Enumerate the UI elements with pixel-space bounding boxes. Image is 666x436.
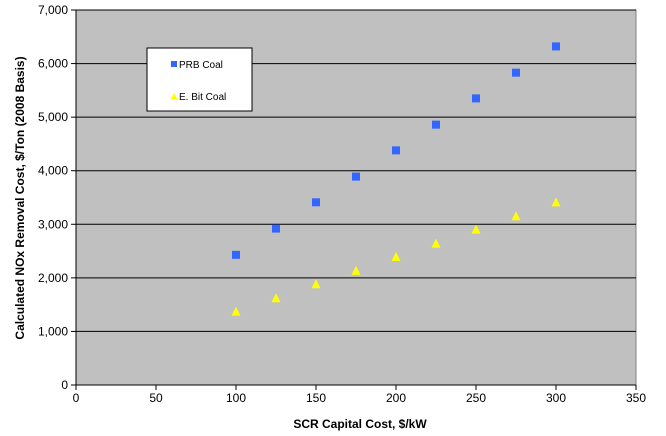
x-tick-label: 300 bbox=[546, 391, 566, 405]
e-bit-coal-point bbox=[231, 306, 241, 316]
legend-box bbox=[146, 47, 253, 112]
axes bbox=[75, 10, 636, 386]
x-tick-label: 350 bbox=[626, 391, 646, 405]
prb-coal-point bbox=[512, 68, 520, 77]
legend-marker-e-bit-coal bbox=[170, 93, 178, 100]
prb-coal-point bbox=[392, 146, 400, 155]
y-axis-title: Calculated NOx Removal Cost, $/Ton (2008… bbox=[13, 56, 27, 339]
y-tick-label: 1,000 bbox=[38, 324, 68, 338]
x-axis-title: SCR Capital Cost, $/kW bbox=[293, 417, 427, 431]
e-bit-coal-point bbox=[271, 293, 281, 303]
tick-labels: 0 50 100 150 200 250 300 350 0 1,000 2,000 3,000 4,0… bbox=[38, 3, 646, 405]
data-points bbox=[231, 42, 561, 316]
gridlines bbox=[76, 9, 636, 332]
legend-label-e-bit-coal: E. Bit Coal bbox=[179, 92, 226, 103]
x-tick-label: 50 bbox=[149, 391, 163, 405]
y-tick-label: 5,000 bbox=[38, 110, 68, 124]
y-tick-label: 7,000 bbox=[38, 3, 68, 17]
y-tick-label: 6,000 bbox=[38, 57, 68, 71]
prb-coal-point bbox=[232, 250, 240, 259]
x-tick-label: 0 bbox=[73, 391, 80, 405]
prb-coal-point bbox=[352, 172, 360, 181]
x-tick-label: 100 bbox=[226, 391, 246, 405]
legend-marker-prb-coal bbox=[171, 61, 177, 67]
legend-label-prb-coal: PRB Coal bbox=[179, 60, 223, 71]
x-tick-label: 200 bbox=[386, 391, 406, 405]
prb-coal-point bbox=[432, 120, 440, 129]
x-tick-label: 150 bbox=[306, 391, 326, 405]
e-bit-coal-point bbox=[551, 197, 561, 207]
e-bit-coal-point bbox=[471, 224, 481, 234]
prb-coal-point bbox=[312, 198, 320, 207]
e-bit-coal-point bbox=[311, 279, 321, 289]
prb-coal-point bbox=[272, 224, 280, 233]
y-tick-label: 2,000 bbox=[38, 271, 68, 285]
y-tick-label: 3,000 bbox=[38, 217, 68, 231]
prb-coal-point bbox=[472, 94, 480, 103]
y-tick-label: 4,000 bbox=[38, 164, 68, 178]
e-bit-coal-point bbox=[391, 251, 401, 261]
y-tick-label: 0 bbox=[61, 378, 68, 392]
e-bit-coal-point bbox=[431, 238, 441, 248]
prb-coal-point bbox=[552, 42, 560, 51]
legend: PRB Coal E. Bit Coal bbox=[146, 47, 253, 112]
x-tick-label: 250 bbox=[466, 391, 486, 405]
e-bit-coal-point bbox=[351, 265, 361, 275]
e-bit-coal-point bbox=[511, 211, 521, 221]
